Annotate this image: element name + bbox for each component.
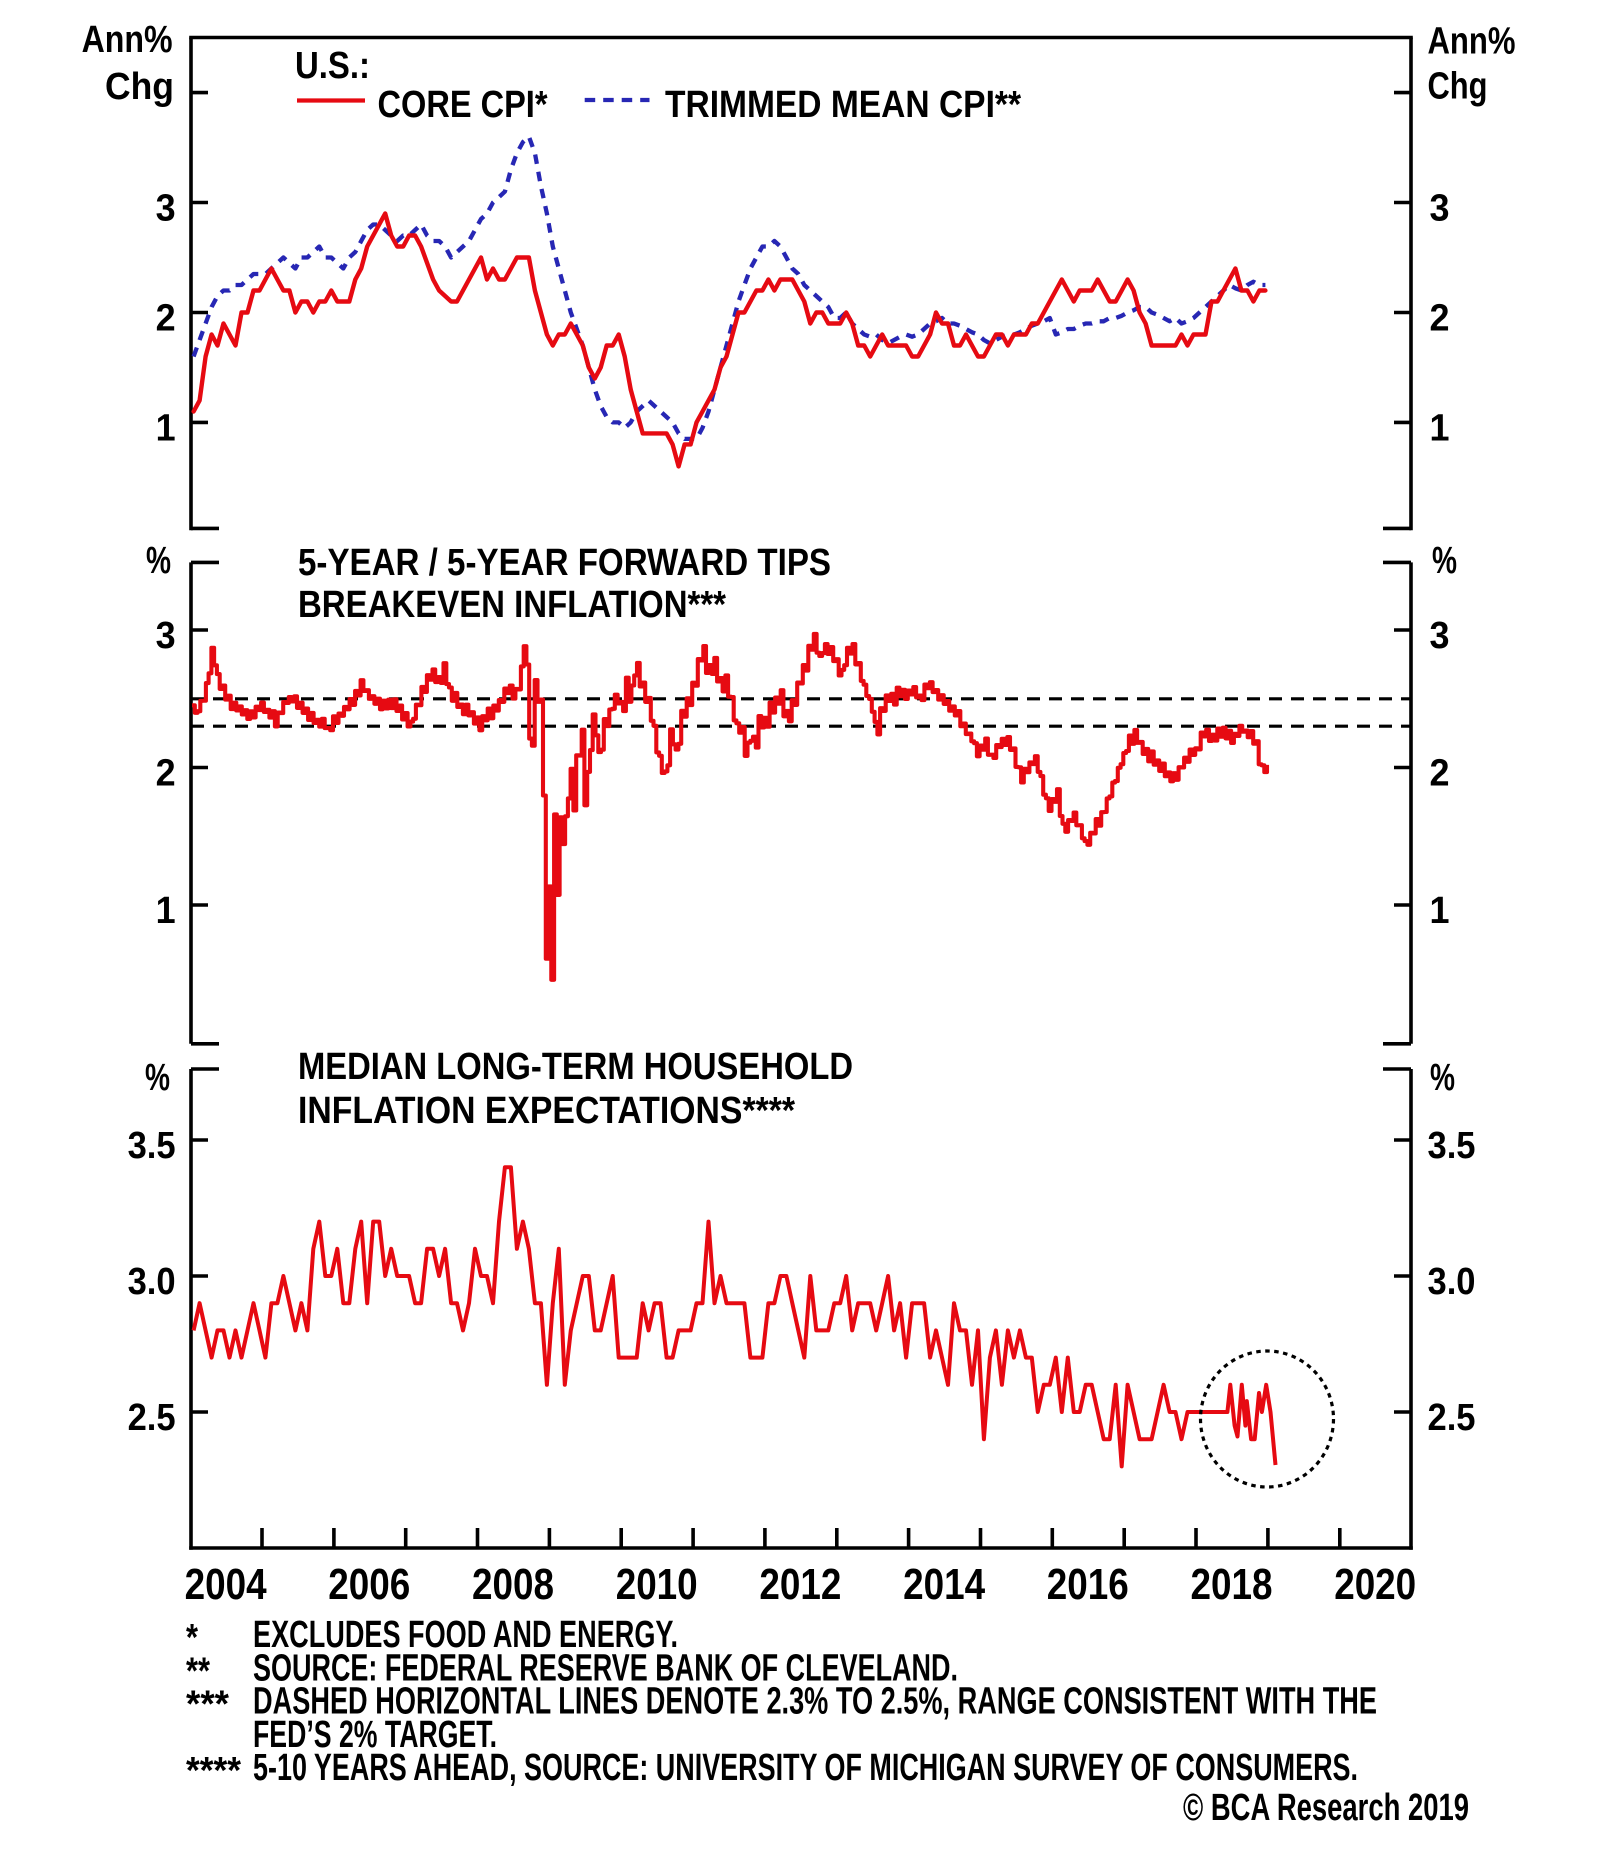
svg-text:INFLATION EXPECTATIONS****: INFLATION EXPECTATIONS**** [298, 1090, 795, 1132]
svg-text:2: 2 [1430, 753, 1450, 795]
svg-text:© BCA Research 2019: © BCA Research 2019 [1183, 1787, 1469, 1829]
svg-text:1: 1 [1430, 408, 1450, 450]
svg-text:BREAKEVEN INFLATION***: BREAKEVEN INFLATION*** [298, 584, 726, 626]
svg-text:*: * [186, 1617, 198, 1659]
svg-text:CORE CPI*: CORE CPI* [378, 84, 548, 126]
svg-text:2016: 2016 [1047, 1560, 1129, 1609]
svg-text:2014: 2014 [903, 1560, 985, 1609]
svg-text:2: 2 [1430, 298, 1450, 340]
svg-text:3.5: 3.5 [128, 1125, 176, 1167]
svg-text:2006: 2006 [328, 1560, 410, 1609]
svg-text:%: % [145, 1057, 170, 1099]
svg-text:FED’S 2% TARGET.: FED’S 2% TARGET. [253, 1714, 497, 1756]
svg-text:3.5: 3.5 [1428, 1125, 1476, 1167]
svg-text:3.0: 3.0 [128, 1261, 176, 1303]
svg-text:DASHED HORIZONTAL LINES DENOTE: DASHED HORIZONTAL LINES DENOTE 2.3% TO 2… [253, 1681, 1377, 1723]
svg-text:Ann%: Ann% [1428, 21, 1516, 63]
svg-text:**: ** [186, 1651, 210, 1693]
svg-text:2.5: 2.5 [1428, 1397, 1476, 1439]
svg-text:Ann%: Ann% [82, 19, 173, 61]
svg-text:%: % [1430, 1057, 1455, 1099]
svg-text:3: 3 [156, 188, 176, 230]
svg-text:2010: 2010 [616, 1560, 698, 1609]
svg-text:2004: 2004 [185, 1560, 267, 1609]
svg-text:2: 2 [156, 753, 176, 795]
svg-text:2018: 2018 [1191, 1560, 1273, 1609]
svg-text:%: % [146, 540, 171, 582]
svg-text:MEDIAN LONG-TERM HOUSEHOLD: MEDIAN LONG-TERM HOUSEHOLD [298, 1046, 853, 1088]
svg-text:3: 3 [1430, 188, 1450, 230]
svg-text:1: 1 [156, 408, 176, 450]
svg-text:2012: 2012 [759, 1560, 841, 1609]
svg-text:2: 2 [156, 298, 176, 340]
svg-text:%: % [1432, 540, 1457, 582]
svg-text:3.0: 3.0 [1428, 1261, 1476, 1303]
svg-text:U.S.:: U.S.: [295, 45, 370, 87]
svg-text:***: *** [186, 1684, 229, 1726]
svg-text:SOURCE: FEDERAL RESERVE BANK O: SOURCE: FEDERAL RESERVE BANK OF CLEVELAN… [253, 1648, 958, 1690]
svg-text:2020: 2020 [1334, 1560, 1416, 1609]
svg-text:****: **** [186, 1750, 241, 1792]
svg-text:2.5: 2.5 [128, 1397, 176, 1439]
svg-text:5-10 YEARS AHEAD, SOURCE: UNIV: 5-10 YEARS AHEAD, SOURCE: UNIVERSITY OF … [253, 1747, 1358, 1789]
svg-text:5-YEAR / 5-YEAR FORWARD TIPS: 5-YEAR / 5-YEAR FORWARD TIPS [298, 542, 831, 584]
svg-text:1: 1 [156, 890, 176, 932]
svg-text:2008: 2008 [472, 1560, 554, 1609]
svg-text:1: 1 [1430, 890, 1450, 932]
svg-text:Chg: Chg [105, 66, 174, 108]
svg-text:3: 3 [156, 615, 176, 657]
svg-text:EXCLUDES FOOD AND ENERGY.: EXCLUDES FOOD AND ENERGY. [253, 1614, 678, 1656]
svg-text:TRIMMED MEAN CPI**: TRIMMED MEAN CPI** [665, 84, 1021, 126]
svg-text:Chg: Chg [1428, 66, 1488, 108]
svg-text:3: 3 [1430, 615, 1450, 657]
